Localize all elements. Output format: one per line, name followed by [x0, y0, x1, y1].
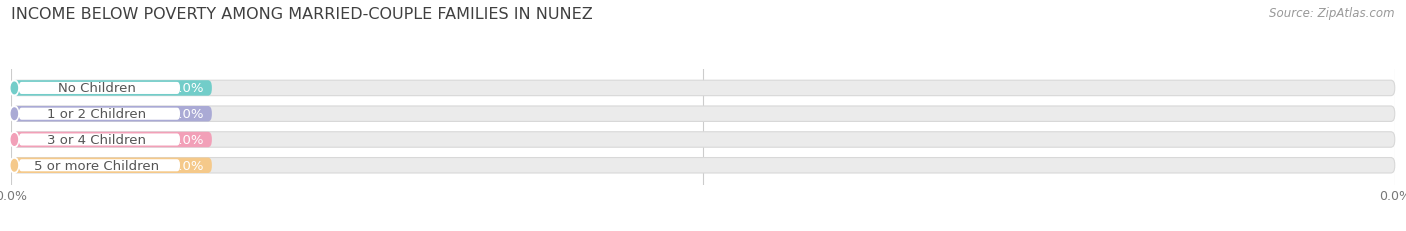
Text: 0.0%: 0.0%: [170, 108, 204, 121]
FancyBboxPatch shape: [11, 106, 212, 122]
FancyBboxPatch shape: [11, 132, 1395, 148]
Text: 0.0%: 0.0%: [170, 134, 204, 146]
FancyBboxPatch shape: [11, 158, 1395, 173]
Text: 0.0%: 0.0%: [170, 82, 204, 95]
FancyBboxPatch shape: [11, 81, 1395, 96]
Text: 1 or 2 Children: 1 or 2 Children: [46, 108, 146, 121]
FancyBboxPatch shape: [11, 158, 212, 173]
Text: Source: ZipAtlas.com: Source: ZipAtlas.com: [1270, 7, 1395, 20]
FancyBboxPatch shape: [18, 82, 180, 94]
FancyBboxPatch shape: [11, 106, 1395, 122]
FancyBboxPatch shape: [18, 160, 180, 172]
FancyBboxPatch shape: [18, 134, 180, 146]
Text: 5 or more Children: 5 or more Children: [34, 159, 159, 172]
Text: INCOME BELOW POVERTY AMONG MARRIED-COUPLE FAMILIES IN NUNEZ: INCOME BELOW POVERTY AMONG MARRIED-COUPL…: [11, 7, 593, 22]
FancyBboxPatch shape: [11, 81, 212, 96]
Text: No Children: No Children: [58, 82, 135, 95]
Text: 3 or 4 Children: 3 or 4 Children: [46, 134, 146, 146]
Circle shape: [11, 160, 17, 171]
Circle shape: [10, 106, 18, 122]
Circle shape: [11, 134, 17, 146]
Circle shape: [10, 132, 18, 148]
Circle shape: [10, 81, 18, 97]
FancyBboxPatch shape: [11, 132, 212, 148]
Text: 0.0%: 0.0%: [170, 159, 204, 172]
FancyBboxPatch shape: [18, 108, 180, 120]
Circle shape: [10, 158, 18, 173]
Circle shape: [11, 108, 17, 120]
Circle shape: [11, 83, 17, 94]
